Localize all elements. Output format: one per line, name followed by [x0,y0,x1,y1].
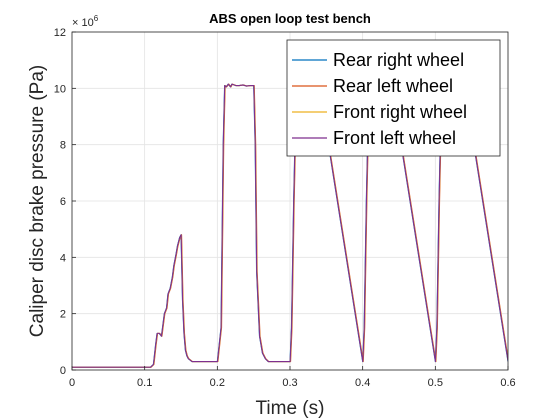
y-tick-label: 12 [54,27,66,39]
legend-label-front-right: Front right wheel [333,102,467,122]
legend-label-rear-right: Rear right wheel [333,50,464,70]
x-tick-label: 0 [69,377,75,389]
legend: Rear right wheel Rear left wheel Front r… [286,39,501,157]
x-axis-title: Time (s) [256,398,325,419]
x-axis: 0 0.1 0.2 0.3 0.4 0.5 0.6 [69,366,516,389]
legend-box [286,39,501,157]
y-tick-label: 0 [60,365,66,377]
x-tick-label: 0.5 [428,377,443,389]
x-tick-label: 0.1 [137,377,152,389]
x-tick-label: 0.2 [210,377,225,389]
y-exponent-power: 6 [94,14,99,23]
legend-label-front-left: Front left wheel [333,128,456,148]
y-tick-label: 2 [60,309,66,321]
y-tick-label: 10 [54,83,66,95]
y-axis: 0 2 4 6 8 10 12 [54,27,76,377]
chart-title: ABS open loop test bench [209,11,371,26]
y-tick-label: 4 [60,252,66,264]
y-tick-label: 8 [60,140,66,152]
y-axis-title: Caliper disc brake pressure (Pa) [27,65,48,337]
x-tick-label: 0.6 [500,377,515,389]
x-tick-label: 0.4 [355,377,370,389]
y-exponent-base: × 10 [72,17,94,29]
y-exponent-label: × 106 [72,14,99,29]
x-tick-label: 0.3 [282,377,297,389]
y-tick-label: 6 [60,196,66,208]
legend-label-rear-left: Rear left wheel [333,76,453,96]
